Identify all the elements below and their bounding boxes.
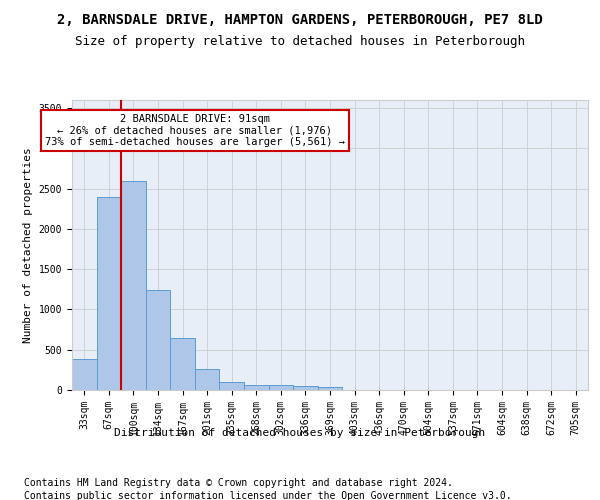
Text: 2, BARNSDALE DRIVE, HAMPTON GARDENS, PETERBOROUGH, PE7 8LD: 2, BARNSDALE DRIVE, HAMPTON GARDENS, PET…	[57, 12, 543, 26]
Text: Contains public sector information licensed under the Open Government Licence v3: Contains public sector information licen…	[24, 491, 512, 500]
Text: Size of property relative to detached houses in Peterborough: Size of property relative to detached ho…	[75, 35, 525, 48]
Text: Distribution of detached houses by size in Peterborough: Distribution of detached houses by size …	[115, 428, 485, 438]
Bar	[195, 369, 220, 390]
Bar	[121, 180, 146, 390]
Bar	[146, 290, 170, 390]
Text: 2 BARNSDALE DRIVE: 91sqm
← 26% of detached houses are smaller (1,976)
73% of sem: 2 BARNSDALE DRIVE: 91sqm ← 26% of detach…	[45, 114, 345, 147]
Bar	[318, 387, 342, 390]
Bar	[293, 386, 318, 390]
Bar	[170, 338, 195, 390]
Bar	[97, 196, 121, 390]
Bar	[244, 385, 269, 390]
Bar	[72, 358, 97, 390]
Bar	[220, 382, 244, 390]
Text: Contains HM Land Registry data © Crown copyright and database right 2024.: Contains HM Land Registry data © Crown c…	[24, 478, 453, 488]
Y-axis label: Number of detached properties: Number of detached properties	[23, 147, 33, 343]
Bar	[269, 385, 293, 390]
